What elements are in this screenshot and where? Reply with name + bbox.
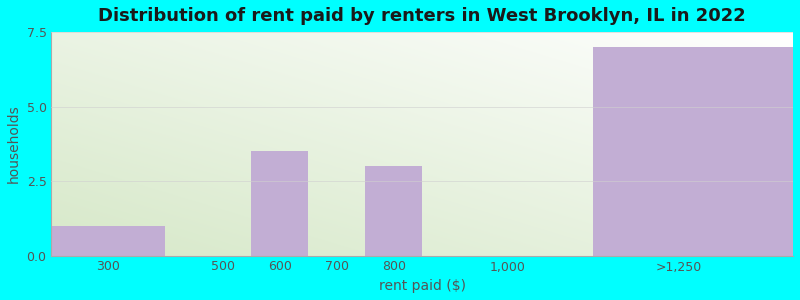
Bar [51,226,166,256]
Bar [365,166,422,256]
Bar [594,47,793,256]
Y-axis label: households: households [7,104,21,183]
Title: Distribution of rent paid by renters in West Brooklyn, IL in 2022: Distribution of rent paid by renters in … [98,7,746,25]
Bar [251,151,308,256]
X-axis label: rent paid ($): rent paid ($) [378,279,466,293]
